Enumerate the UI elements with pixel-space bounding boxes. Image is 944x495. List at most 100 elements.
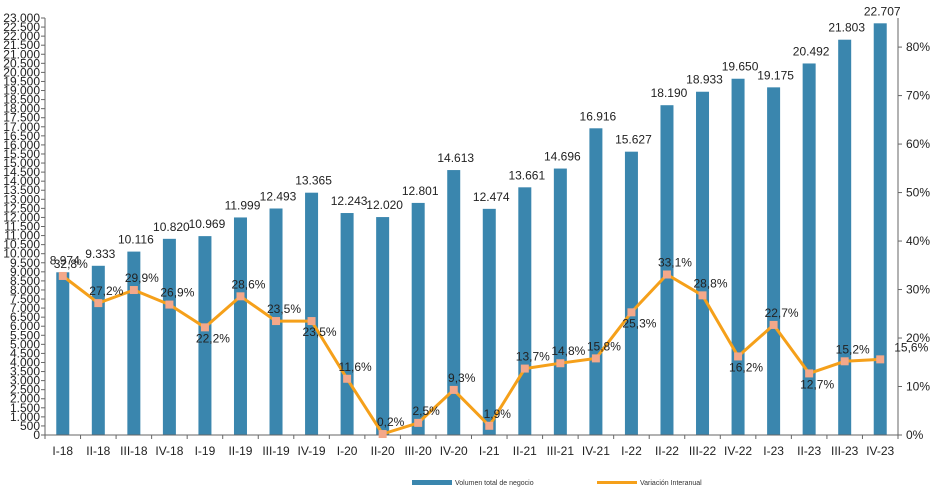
left-tick-label: 9.000 <box>10 265 40 279</box>
line-value-label: 23,5% <box>303 325 337 339</box>
bar-value-label: 19.650 <box>722 60 759 74</box>
bar-III-21 <box>553 168 567 436</box>
left-tick-label: 3.000 <box>10 374 40 388</box>
line-series <box>58 270 885 439</box>
line-value-label: 13,7% <box>516 350 550 364</box>
x-tick-label: II-22 <box>655 444 679 458</box>
left-tick-label: 9.500 <box>10 256 40 270</box>
bar-I-22 <box>624 151 638 435</box>
line-marker-I-19 <box>200 323 209 332</box>
left-tick-label: 13.500 <box>3 183 40 197</box>
bar-II-19 <box>233 217 247 435</box>
line-marker-III-21 <box>556 359 565 368</box>
left-tick-label: 1.500 <box>10 401 40 415</box>
left-tick-label: 8.500 <box>10 274 40 288</box>
line-marker-III-19 <box>272 317 281 326</box>
bar-value-label: 13.661 <box>508 168 545 182</box>
left-tick-label: 3.500 <box>10 365 40 379</box>
bar-value-label: 8.974 <box>50 253 80 267</box>
left-tick-label: 10.000 <box>3 247 40 261</box>
left-tick-label: 20.500 <box>3 56 40 70</box>
line-marker-IV-23 <box>876 355 885 364</box>
line-value-label: 11,6% <box>339 360 372 374</box>
bar-II-20 <box>376 217 390 435</box>
right-tick-label: 60% <box>906 137 930 151</box>
variacion-line <box>61 273 881 436</box>
right-tick-label: 20% <box>906 331 930 345</box>
left-tick-label: 22.000 <box>3 29 40 43</box>
line-value-label: 25,3% <box>622 316 656 330</box>
left-tick-label: 6.500 <box>10 310 40 324</box>
x-tick-label: IV-22 <box>724 444 752 458</box>
bar-III-23 <box>838 39 852 436</box>
left-tick-label: 18.000 <box>3 102 40 116</box>
bar-value-label: 12.493 <box>260 189 297 203</box>
bar-I-21 <box>482 208 496 435</box>
x-tick-label: IV-21 <box>582 444 610 458</box>
left-tick-label: 12.000 <box>3 210 40 224</box>
bar-IV-18 <box>162 238 176 435</box>
left-tick-label: 12.500 <box>3 201 40 215</box>
right-tick-label: 10% <box>906 380 930 394</box>
right-tick-label: 40% <box>906 234 930 248</box>
line-marker-I-22 <box>627 308 636 317</box>
bar-I-18 <box>56 272 70 435</box>
legend-label-volumen: Volumen total de negocio <box>455 480 534 487</box>
x-tick-label: III-18 <box>120 444 148 458</box>
x-tick-label: III-20 <box>405 444 433 458</box>
bar-value-label: 14.696 <box>544 150 581 164</box>
left-tick-label: 19.500 <box>3 74 40 88</box>
x-tick-label: IV-18 <box>155 444 183 458</box>
x-tick-label: I-22 <box>621 444 642 458</box>
left-tick-label: 0 <box>33 428 40 442</box>
line-marker-I-20 <box>343 374 352 383</box>
left-tick-label: 17.000 <box>3 120 40 134</box>
line-marker-III-18 <box>129 286 138 295</box>
bar-IV-21 <box>589 128 603 435</box>
left-tick-label: 4.500 <box>10 346 40 360</box>
x-tick-label: II-21 <box>513 444 537 458</box>
bar-III-22 <box>696 91 710 435</box>
x-tick-label: IV-19 <box>298 444 326 458</box>
line-value-label: 15,2% <box>836 342 870 356</box>
line-value-label: 1,9% <box>484 407 512 421</box>
bar-value-label: 14.613 <box>437 151 474 165</box>
x-tick-label: IV-20 <box>440 444 468 458</box>
bar-value-label: 18.933 <box>686 73 723 87</box>
left-tick-label: 2.500 <box>10 383 40 397</box>
bar-IV-20 <box>447 170 461 436</box>
line-value-label: 27,2% <box>89 284 123 298</box>
line-marker-II-22 <box>662 270 671 279</box>
line-marker-IV-18 <box>165 300 174 309</box>
line-value-label: 28,6% <box>231 277 265 291</box>
line-marker-II-20 <box>378 430 387 439</box>
line-marker-IV-20 <box>449 385 458 394</box>
legend-swatch-variacion <box>597 481 637 484</box>
x-tick-label: III-21 <box>547 444 575 458</box>
bar-IV-22 <box>731 78 745 436</box>
left-tick-label: 11.500 <box>4 220 40 234</box>
x-tick-label: III-23 <box>831 444 859 458</box>
line-value-label: 22,7% <box>765 306 799 320</box>
bar-IV-23 <box>873 23 887 435</box>
right-axis-ticks: 0% 10% 20% 30% 40% 50% 60% 70% 80% <box>898 40 930 442</box>
left-tick-label: 19.000 <box>3 84 40 98</box>
bar-III-18 <box>127 251 141 435</box>
left-tick-label: 15.500 <box>3 147 40 161</box>
left-tick-label: 15.000 <box>3 156 40 170</box>
line-value-label: 0,2% <box>377 415 405 429</box>
line-marker-IV-19 <box>307 317 316 326</box>
bar-II-21 <box>518 187 532 435</box>
left-tick-label: 16.500 <box>3 129 40 143</box>
left-tick-label: 5.500 <box>10 328 40 342</box>
left-tick-label: 7.000 <box>10 301 40 315</box>
left-tick-label: 22.500 <box>3 20 40 34</box>
left-tick-label: 2.000 <box>10 392 40 406</box>
left-tick-label: 20.000 <box>3 65 40 79</box>
bar-I-20 <box>340 213 354 435</box>
left-tick-label: 500 <box>20 419 40 433</box>
x-tick-label: III-22 <box>689 444 717 458</box>
line-value-label: 29,9% <box>125 271 159 285</box>
